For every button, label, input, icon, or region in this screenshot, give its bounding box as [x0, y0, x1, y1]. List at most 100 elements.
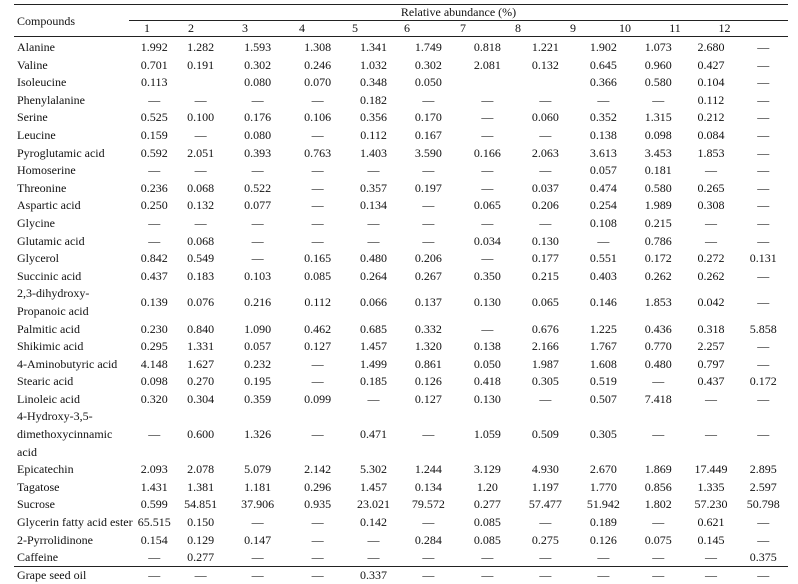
abundance-cell: 0.127	[414, 391, 442, 406]
abundance-cell	[458, 74, 517, 92]
abundance-cell: 0.685	[360, 321, 388, 336]
abundance-cell: 1.457	[360, 479, 388, 494]
abundance-cell: —	[652, 427, 665, 442]
abundance-cell: 0.080	[244, 127, 272, 142]
abundance-cell: 0.130	[531, 233, 559, 248]
abundance-cell: 0.176	[244, 110, 272, 125]
table-row: Homoserine — — — — — — — — 0.057 0.181 — —	[14, 162, 788, 180]
table-row: Caffeine — 0.277 — — — — — — — — — 0.375	[14, 549, 788, 567]
abundance-cell: —	[652, 567, 665, 582]
abundance-cell: 1.221	[531, 40, 559, 54]
abundance-cell: 2.670	[589, 462, 617, 477]
abundance-cell: —	[422, 92, 435, 107]
table-row: Phenylalanine — — — — 0.182 — — — — — 0.112 —	[14, 92, 788, 110]
compound-name: Palmitic acid	[17, 321, 80, 336]
abundance-cell: 0.127	[304, 339, 332, 354]
abundance-cell: 0.462	[304, 321, 332, 336]
compound-name: Glycerol	[17, 251, 59, 266]
abundance-cell: —	[652, 515, 665, 530]
abundance-cell: 0.302	[244, 57, 272, 72]
abundance-cell: —	[539, 515, 552, 530]
abundance-cell: 0.676	[531, 321, 559, 336]
abundance-cell: 0.183	[187, 268, 215, 283]
abundance-cell: 1.853	[697, 145, 725, 160]
abundance-cell: 4.930	[531, 462, 559, 477]
table-row: Sucrose 0.599 54.851 37.906 0.935 23.021 79.57…	[14, 496, 788, 514]
abundance-cell: 1.326	[244, 427, 272, 442]
abundance-cell: 0.262	[644, 268, 672, 283]
compound-name: Grape seed oil	[17, 567, 87, 582]
abundance-cell: —	[481, 92, 494, 107]
abundance-cell: 0.150	[187, 515, 215, 530]
abundance-cell: 2.257	[697, 339, 725, 354]
column-header: 9	[570, 21, 576, 35]
compound-name: Valine	[17, 57, 48, 72]
table-row: Valine 0.701 0.191 0.302 0.246 1.032 0.302 2.08…	[14, 57, 788, 75]
compound-name: Shikimic acid	[17, 339, 84, 354]
abundance-cell: —	[481, 215, 494, 230]
abundance-cell: —	[367, 215, 380, 230]
abundance-cell: —	[311, 127, 324, 142]
relative-abundance-header: Relative abundance (%)	[400, 5, 517, 19]
table-row: Glycerol 0.842 0.549 — 0.165 0.480 0.206 — 0.177…	[14, 250, 788, 268]
abundance-cell: 0.134	[360, 198, 388, 213]
abundance-cell: 0.272	[697, 251, 725, 266]
abundance-cell: —	[251, 163, 264, 178]
compound-name: Alanine	[17, 40, 55, 54]
abundance-cell: —	[311, 163, 324, 178]
abundance-cell: 0.146	[589, 295, 617, 310]
abundance-cell: —	[148, 92, 161, 107]
abundance-cell: 0.375	[749, 550, 777, 565]
abundance-cell: —	[194, 127, 207, 142]
abundance-cell: 0.112	[360, 127, 387, 142]
abundance-cell: —	[539, 215, 552, 230]
abundance-cell: 1.059	[473, 427, 501, 442]
abundance-cell: 0.076	[187, 295, 215, 310]
abundance-cell: —	[757, 57, 770, 72]
abundance-cell: 3.590	[414, 145, 442, 160]
abundance-cell: 1.987	[531, 356, 559, 371]
abundance-cell: —	[757, 92, 770, 107]
abundance-cell: 0.215	[531, 268, 559, 283]
abundance-cell: —	[539, 391, 552, 406]
abundance-cell: —	[757, 532, 770, 547]
abundance-cell: 0.098	[140, 374, 168, 389]
abundance-cell: 0.701	[140, 57, 168, 72]
compound-name: Sucrose	[17, 497, 55, 512]
abundance-cell: —	[422, 550, 435, 565]
abundance-cell: 0.621	[697, 515, 725, 530]
abundance-cell: 0.507	[589, 391, 617, 406]
abundance-cell: 1.992	[140, 40, 168, 54]
column-header: 12	[718, 21, 731, 35]
compound-name: Linoleic acid	[17, 391, 80, 406]
abundance-cell: 3.453	[644, 145, 672, 160]
abundance-cell: 1.627	[187, 356, 215, 371]
abundance-cell: —	[422, 515, 435, 530]
abundance-cell: 0.065	[473, 198, 501, 213]
abundance-cell: —	[757, 40, 770, 54]
abundance-cell: 23.021	[357, 497, 391, 512]
table-row: Grape seed oil — — — — 0.337 — — — — — — —	[14, 567, 788, 584]
abundance-cell: 0.437	[697, 374, 725, 389]
abundance-cell: 0.580	[644, 75, 672, 90]
column-header: 6	[404, 21, 410, 35]
abundance-cell: —	[757, 567, 770, 582]
header-bottom-rule	[14, 36, 788, 37]
abundance-cell: —	[481, 251, 494, 266]
abundance-cell: —	[652, 374, 665, 389]
abundance-cell: 1.770	[589, 479, 617, 494]
compound-name: Succinic acid	[17, 268, 82, 283]
compound-name: Glutamic acid	[17, 233, 85, 248]
abundance-cell: 0.861	[414, 356, 442, 371]
abundance-cell: 0.645	[589, 57, 617, 72]
compound-name: Homoserine	[17, 163, 76, 178]
abundance-cell: 0.112	[697, 92, 725, 107]
table-row: Palmitic acid 0.230 0.840 1.090 0.462 0.685 0.…	[14, 321, 788, 339]
abundance-cell: —	[311, 356, 324, 371]
table-row: Threonine 0.236 0.068 0.522 — 0.357 0.197 — 0.03…	[14, 180, 788, 198]
abundance-cell: 0.302	[414, 57, 442, 72]
compound-name: Glycine	[17, 215, 55, 230]
abundance-cell: —	[757, 75, 770, 90]
column-header: 11	[669, 21, 681, 35]
abundance-cell: —	[148, 427, 161, 442]
